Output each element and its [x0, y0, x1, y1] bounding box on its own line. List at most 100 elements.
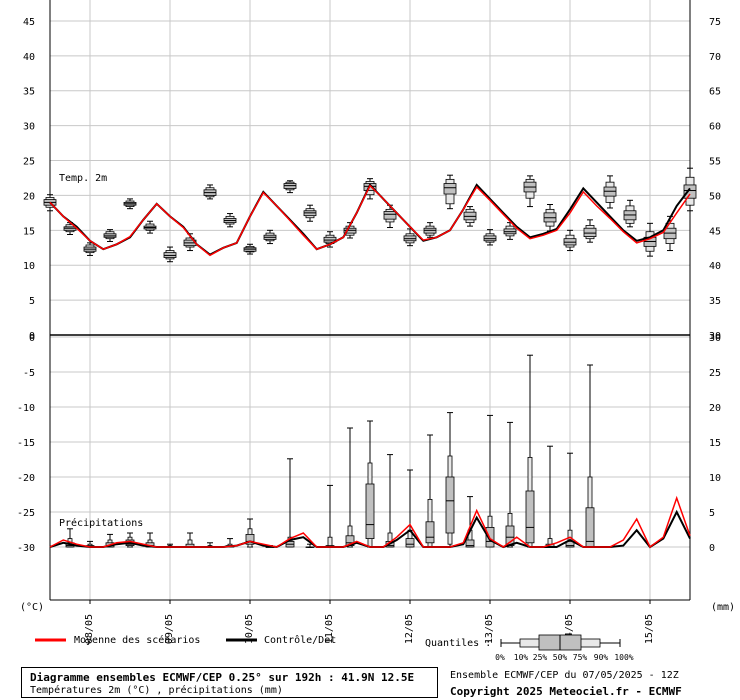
legend-control-label: Contrôle/Det [264, 634, 336, 646]
x-tick-label: 08/05 [84, 614, 95, 644]
temp-mean-line [49, 184, 691, 257]
temp-box [463, 206, 477, 227]
precip-mean-line [49, 495, 691, 549]
temp-box [303, 204, 317, 222]
run-label: Ensemble ECMWF/CEP du 07/05/2025 - 12Z [450, 670, 679, 681]
info-box: Diagramme ensembles ECMWF/CEP 0.25° sur … [21, 667, 438, 698]
box-inner [583, 227, 597, 237]
temp-right-tick: 55 [709, 157, 721, 168]
x-tick-label: 12/05 [404, 614, 415, 644]
precip-right-tick: 30 [709, 333, 721, 344]
temp-left-tick: 0 [29, 331, 35, 342]
temp-right-tick: 30 [709, 331, 721, 342]
x-tick-label: 13/05 [484, 614, 495, 644]
temp-left-tick: 40 [23, 52, 35, 63]
precip-box [505, 421, 515, 548]
quantile-tick-label: 25% [533, 653, 548, 662]
box-inner [383, 211, 397, 220]
temp-box [203, 184, 217, 200]
temp-box [523, 175, 537, 208]
quantile-tick-label: 100% [614, 653, 633, 662]
precip-right-tick: 15 [709, 438, 721, 449]
precip-box [465, 496, 475, 548]
x-tick-label: 10/05 [244, 614, 255, 644]
temperature-panel: Temp. 2m [43, 167, 697, 263]
box-inner [443, 183, 457, 195]
precip-right-tick: 20 [709, 403, 721, 414]
legend-mean-label: Moyenne des scénarios [74, 634, 200, 646]
precip-left-tick: -25 [17, 508, 35, 519]
temp-box [563, 229, 577, 252]
precip-panel-label: Précipitations [59, 517, 143, 529]
axes: 08/05 09/05 10/05 11/05 12/05 13/05 14/05 15/05… [17, 0, 735, 644]
precip-box [365, 420, 375, 548]
temp-box [223, 213, 237, 228]
temp-left-tick: 5 [29, 296, 35, 307]
temp-box [603, 175, 617, 209]
x-tick-label: 15/05 [644, 614, 655, 644]
precip-left-tick: -20 [17, 473, 35, 484]
temp-box [583, 219, 597, 243]
precip-left-tick: -15 [17, 438, 35, 449]
temp-box [263, 229, 277, 245]
precip-right-tick: 5 [709, 508, 715, 519]
right-unit: (mm) [711, 602, 735, 613]
temp-right-tick: 40 [709, 261, 721, 272]
info-title: Diagramme ensembles ECMWF/CEP 0.25° sur … [30, 671, 415, 684]
temp-box [83, 242, 97, 256]
quantile-tick-label: 10% [514, 653, 529, 662]
box-inner [445, 476, 455, 534]
x-tick-label: 14/05 [564, 614, 575, 644]
temp-box [143, 220, 157, 234]
temp-box [283, 180, 297, 194]
temp-box [243, 243, 257, 255]
box-inner [683, 184, 697, 199]
legend-quantiles-label: Quantiles : [425, 638, 491, 649]
quantile-tick-label: 75% [573, 653, 588, 662]
temp-right-tick: 45 [709, 226, 721, 237]
temp-box [623, 199, 637, 228]
precip-box [345, 427, 355, 548]
temp-box [163, 246, 177, 263]
temp-left-tick: 25 [23, 157, 35, 168]
precip-left-tick: 0 [29, 333, 35, 344]
temp-panel-label: Temp. 2m [59, 173, 107, 184]
precip-right-tick: 0 [709, 543, 715, 554]
temp-left-tick: 45 [23, 17, 35, 28]
quantile-tick-label: 50% [553, 653, 568, 662]
legend: Moyenne des scénarios Contrôle/Det Quantil… [35, 634, 634, 662]
temp-left-tick: 35 [23, 87, 35, 98]
quantile-tick-label: 0% [495, 653, 505, 662]
precip-right-tick: 25 [709, 368, 721, 379]
box-inner [565, 541, 575, 548]
copyright-label: Copyright 2025 Meteociel.fr - ECMWF [450, 685, 682, 698]
x-tick-label: 11/05 [324, 614, 335, 644]
temp-box [423, 222, 437, 238]
temp-box [403, 228, 417, 247]
precip-box [285, 458, 295, 548]
precip-left-tick: -5 [23, 368, 35, 379]
temp-box [123, 198, 137, 210]
temp-right-tick: 60 [709, 122, 721, 133]
box-inner [245, 534, 255, 545]
x-tick-label: 09/05 [164, 614, 175, 644]
box-inner [405, 538, 415, 548]
left-unit: (°C) [20, 602, 44, 613]
box-inner [465, 539, 475, 548]
temp-box [483, 229, 497, 246]
temp-box [443, 174, 457, 210]
temp-box [503, 222, 517, 240]
temp-right-tick: 75 [709, 17, 721, 28]
precip-left-tick: -30 [17, 543, 35, 554]
precip-right-tick: 10 [709, 473, 721, 484]
temp-left-tick: 10 [23, 261, 35, 272]
box-inner [365, 483, 375, 539]
temp-right-tick: 70 [709, 52, 721, 63]
quantile-tick-label: 90% [594, 653, 609, 662]
temp-left-tick: 20 [23, 191, 35, 202]
temp-right-tick: 50 [709, 191, 721, 202]
temp-box [383, 204, 397, 229]
temp-left-tick: 15 [23, 226, 35, 237]
precip-left-tick: -10 [17, 403, 35, 414]
